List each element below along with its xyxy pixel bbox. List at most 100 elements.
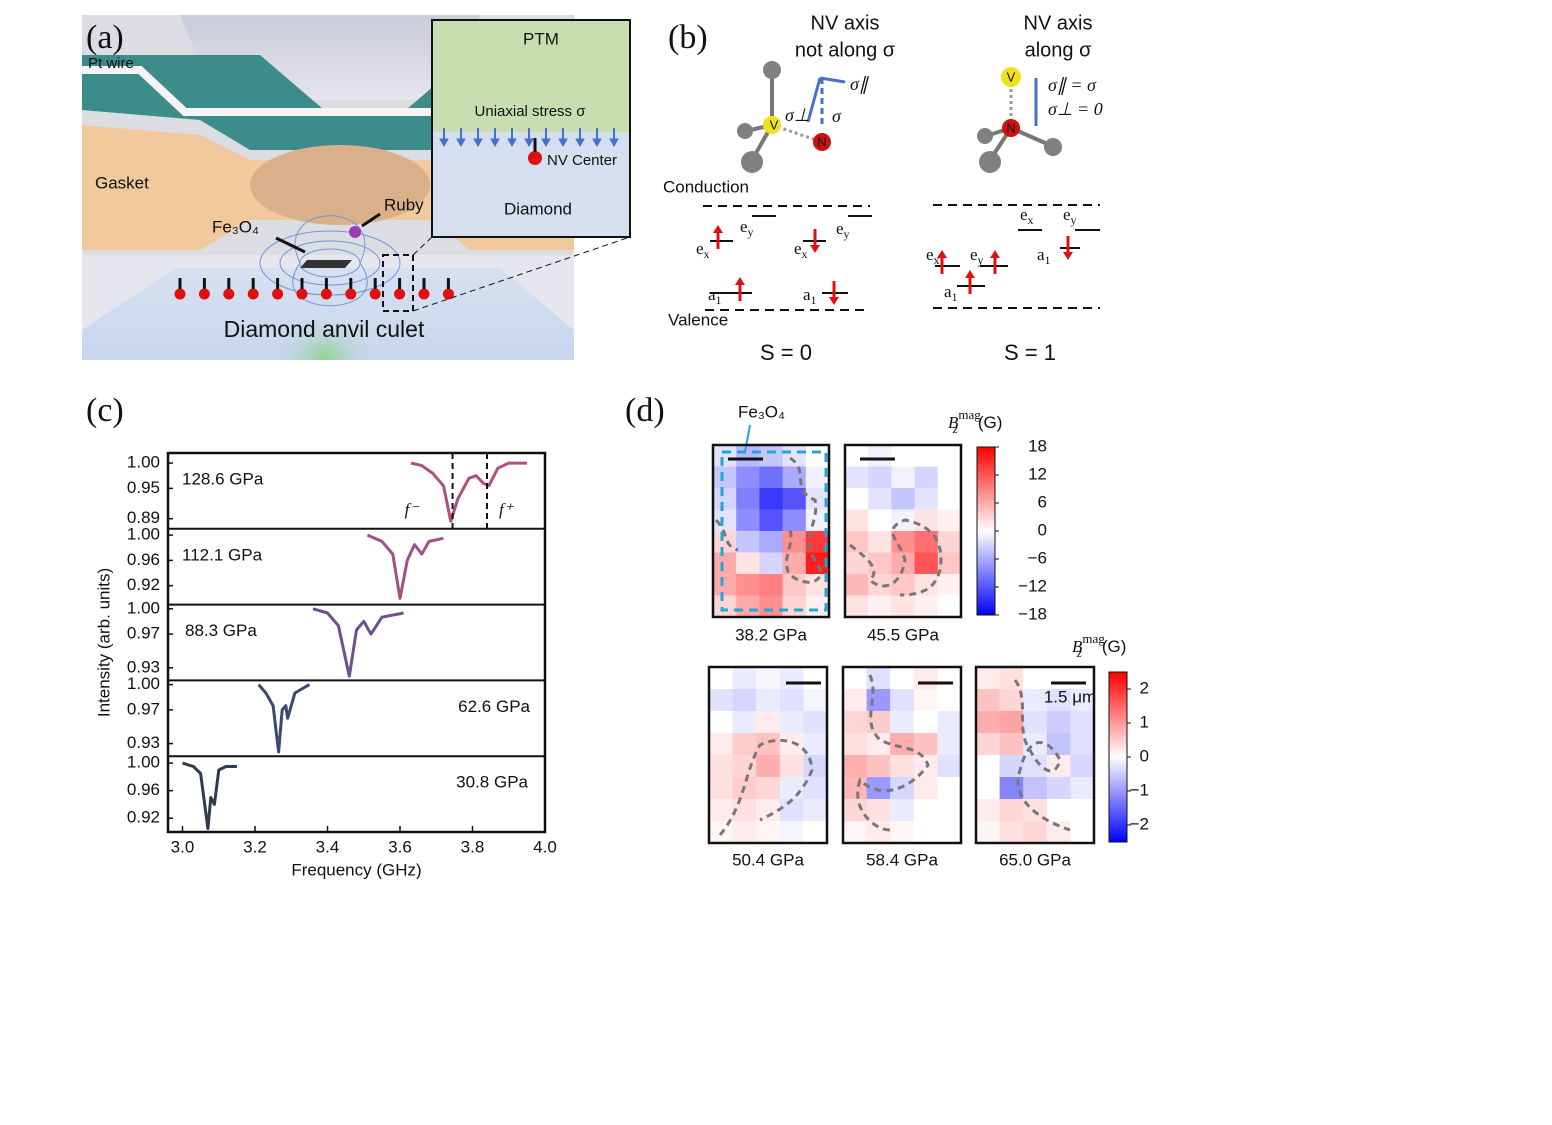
heat-cell	[805, 531, 830, 553]
colorbar-segment	[1109, 674, 1127, 679]
heatmap	[713, 445, 830, 618]
level-label-sub: 1	[952, 290, 958, 304]
heat-cell	[937, 755, 962, 778]
nv-dot	[174, 288, 186, 300]
level-label: a1	[944, 282, 958, 304]
colorbar-segment	[977, 469, 995, 473]
heat-cell	[1070, 733, 1095, 756]
colorbar-segment	[1109, 833, 1127, 837]
stress-head	[592, 138, 602, 148]
y-tick-label: 0.96	[127, 550, 160, 569]
colorbar-segment	[1109, 694, 1127, 698]
inset-diamond	[432, 132, 630, 237]
heat-cell	[803, 821, 828, 844]
colorbar-segment	[1109, 768, 1127, 772]
heat-cell	[913, 799, 938, 822]
colorbar-segment	[1109, 691, 1127, 696]
heat-cell	[713, 531, 737, 553]
heat-cell	[937, 821, 962, 844]
nitrogen	[1002, 119, 1020, 137]
colorbar-segment	[977, 550, 995, 554]
colorbar-tick-label: 18	[1028, 436, 1047, 455]
level-label: ey	[740, 217, 754, 239]
heat-cell	[805, 552, 830, 575]
heat-cell	[709, 689, 734, 712]
heat-cell	[1023, 689, 1048, 712]
colorbar-tick-label: 1	[1140, 712, 1149, 731]
heat-cell	[843, 799, 868, 822]
colorbar-segment	[1109, 774, 1127, 778]
heat-cell	[782, 595, 807, 618]
heat-cell	[843, 689, 868, 712]
colorbar-segment	[1109, 703, 1127, 707]
heat-cell	[1070, 711, 1095, 734]
heat-cell	[913, 821, 938, 844]
level-label: ey	[836, 219, 850, 241]
pressure-label: 58.4 GPa	[866, 850, 938, 869]
heat-cell	[999, 667, 1024, 690]
x-tick-label: 3.2	[243, 837, 267, 856]
colorbar-title-sup: mag	[1082, 631, 1105, 646]
colorbar-segment	[977, 575, 995, 580]
level-label-sub: x	[704, 247, 710, 261]
heat-cell	[732, 755, 757, 778]
pointer	[275, 236, 306, 254]
spectrum	[182, 761, 237, 831]
heat-cell	[868, 466, 892, 489]
colorbar-segment	[977, 595, 995, 599]
colorbar-segment	[977, 536, 995, 540]
colorbar-segment	[1109, 816, 1127, 820]
panel-c: (c) 1.00 0.95 0.89 128.6 GPa f⁻ f⁺ 1.00 0.96 0.92…	[86, 392, 557, 880]
heat-cell	[914, 445, 939, 467]
heat-cell	[732, 821, 757, 844]
heat-cell	[999, 799, 1024, 822]
y-tick-label: 0.92	[127, 808, 160, 827]
heat-cell	[866, 733, 891, 756]
colorbar-segment	[977, 606, 995, 610]
colorbar-segment	[977, 525, 995, 529]
colorbar-segment	[1109, 672, 1127, 676]
heat-cell	[756, 667, 781, 690]
colorbar-segment	[977, 584, 995, 588]
heat-cell	[976, 689, 1001, 712]
heat-cell	[1046, 799, 1071, 822]
colorbar-segment	[977, 514, 995, 518]
level-label-sub: y	[748, 225, 754, 239]
colorbar-segment	[1109, 819, 1127, 823]
heat-cell	[805, 574, 830, 596]
colorbar-segment	[977, 567, 995, 571]
heat-cell	[756, 755, 781, 778]
pt-wire	[82, 66, 574, 116]
heat-cell	[709, 733, 734, 756]
heat-cell	[845, 466, 869, 489]
heat-cell	[937, 777, 962, 800]
stress-head	[541, 138, 551, 148]
nv-dot	[528, 151, 542, 165]
spin-head	[829, 297, 839, 305]
heat-cell	[937, 466, 962, 489]
title: NV axis	[811, 12, 880, 34]
map-frame	[843, 443, 963, 619]
heat-cell	[843, 667, 868, 690]
heat-cell	[759, 466, 784, 489]
atom-label: N	[1006, 120, 1015, 135]
panel-label: (b)	[668, 19, 708, 56]
level-label: ex	[926, 245, 940, 267]
level-label-sub: y	[844, 227, 850, 241]
colorbar-tick-label: −1	[1130, 780, 1149, 799]
spin-head	[810, 245, 820, 253]
panel-label: (d)	[625, 392, 665, 429]
colorbar-segment	[977, 447, 995, 451]
colorbar-segment	[1109, 714, 1127, 718]
colorbar-segment	[977, 483, 995, 487]
colorbar-title-sup: mag	[958, 407, 981, 422]
colorbar-segment	[1109, 810, 1127, 815]
heat-cell	[759, 445, 784, 467]
fe3o4-box	[720, 424, 828, 612]
colorbar-tick-label: 12	[1028, 464, 1047, 483]
level-label: a1	[803, 285, 817, 307]
heat-cell	[732, 667, 757, 690]
colorbar-segment	[977, 491, 995, 496]
heat-cell	[845, 531, 869, 553]
heat-cell	[1046, 689, 1071, 712]
